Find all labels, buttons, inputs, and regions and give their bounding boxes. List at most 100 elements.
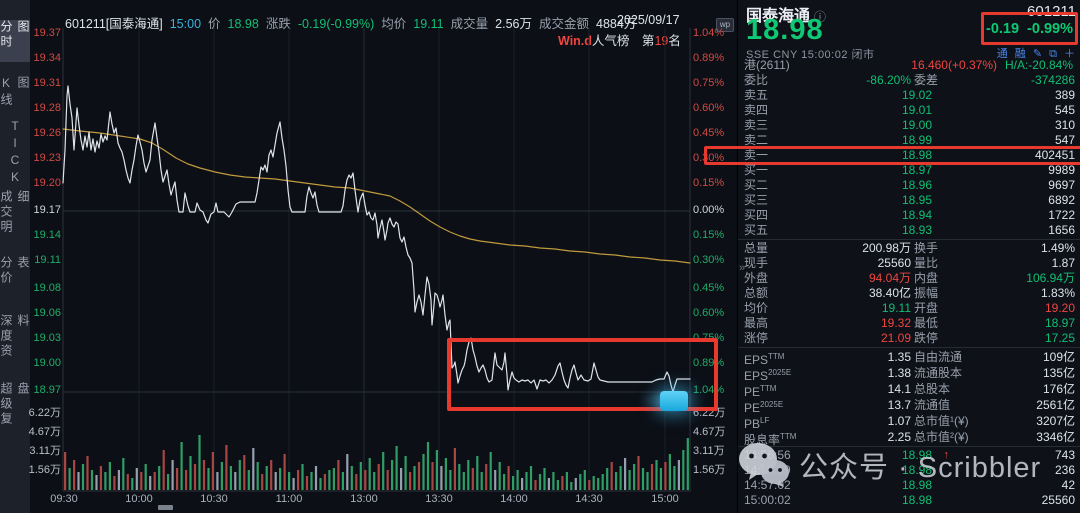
fund-label2: 总市值¹(¥) — [914, 414, 969, 428]
hk-price: 16.460(+0.37%) — [911, 58, 997, 72]
intraday-chart-area[interactable]: 601211[国泰海通] 15:00 价 18.98 涨跌 -0.19(-0.99%) 均价… — [30, 0, 737, 513]
stat-value: 25560 — [877, 256, 911, 270]
stat-value: 94.04万 — [868, 271, 911, 285]
fund-value2: 2561亿 — [1036, 398, 1075, 412]
order-price: 18.96 — [901, 178, 932, 192]
order-price: 18.97 — [901, 163, 932, 177]
order-price: 18.95 — [901, 193, 932, 207]
stat-value2: 1.87 — [1051, 256, 1075, 270]
stock-badges[interactable]: 通 融 ✎ ⧉ ＋ — [996, 48, 1077, 60]
sell-row-1[interactable]: 卖一 18.98 402451 — [704, 146, 1080, 165]
hk-label: 港(2611) — [744, 58, 790, 72]
header-seg-2: 价 — [208, 17, 221, 31]
weibi-label: 委比 — [744, 73, 769, 87]
fund-value: 1.07 — [887, 414, 911, 428]
sidebar-item-1[interactable]: K线图 — [0, 76, 30, 108]
tick-time: 15:00:02 — [744, 493, 791, 507]
tick-price: 18.98 — [901, 493, 932, 507]
sidebar-item-0[interactable]: 分时图 — [0, 20, 30, 62]
fund-label2: 总市值²(¥) — [914, 430, 969, 444]
order-level-label: 卖五 — [744, 88, 769, 102]
buy-row-5[interactable]: 买五 18.93 1656 — [738, 223, 1080, 238]
rank-seg-3: 19 — [654, 34, 669, 48]
header-seg-4: 涨跌 — [265, 17, 291, 31]
last-price: 18.98 — [746, 14, 824, 46]
stat-label: 总额 — [744, 286, 769, 300]
order-volume: 402451 — [1034, 148, 1075, 162]
sell-row-4[interactable]: 卖四 19.01 545 — [738, 103, 1080, 118]
fund-row-2: PETTM 14.1 总股本 176亿 — [738, 381, 1080, 399]
sidebar-item-4[interactable]: 分价表 — [0, 256, 30, 286]
header-seg-1: 15:00 — [169, 17, 202, 31]
stat-row-0: 总量 200.98万 换手 1.49% — [738, 241, 1080, 256]
fund-value2: 176亿 — [1042, 382, 1075, 396]
stat-value2: 18.97 — [1044, 316, 1075, 330]
header-seg-8: 成交量 — [450, 17, 489, 31]
sidebar-item-3[interactable]: 成交明细 — [0, 190, 30, 235]
stat-value2: 106.94万 — [1026, 271, 1075, 285]
tick-row-3: 15:00:02 18.98 25560 — [738, 493, 1080, 508]
order-volume: 9697 — [1048, 178, 1075, 192]
sell-row-2[interactable]: 卖二 18.99 547 — [738, 133, 1080, 148]
fund-label2: 自由流通 — [914, 350, 963, 364]
sell-row-3[interactable]: 卖三 19.00 310 — [738, 118, 1080, 133]
order-level-label: 买三 — [744, 193, 769, 207]
rank-seg-4: 名 — [668, 34, 681, 48]
fund-value2: 3346亿 — [1036, 430, 1075, 444]
order-price: 19.00 — [901, 118, 932, 132]
fund-label: PETTM — [744, 384, 777, 399]
stat-row-6: 涨停 21.09 跌停 17.25 — [738, 331, 1080, 346]
sidebar-item-6[interactable]: 超级复盘 — [0, 382, 30, 427]
buy-row-1[interactable]: 买一 18.97 9989 — [738, 163, 1080, 178]
quote-panel: 国泰海通 ⓘ 601211 18.98 -0.19 -0.99% SSE CNY … — [704, 0, 1080, 513]
header-seg-6: 均价 — [381, 17, 407, 31]
wind-wp-badge[interactable]: wp — [716, 18, 734, 32]
fund-label: PBLF — [744, 416, 770, 431]
price-change: -0.19 — [985, 20, 1020, 37]
buy-row-3[interactable]: 买三 18.95 6892 — [738, 193, 1080, 208]
order-volume: 547 — [1054, 133, 1075, 147]
fund-value: 14.1 — [887, 382, 911, 396]
tick-time: 14:56:59 — [744, 463, 791, 477]
sidebar-item-5[interactable]: 深度资料 — [0, 314, 30, 359]
order-volume: 389 — [1054, 88, 1075, 102]
fund-label: EPS2025E — [744, 368, 792, 383]
hk-premium: H/A:-20.84% — [1004, 58, 1073, 72]
hk-row: 港(2611) 16.460(+0.37%) H/A:-20.84% — [738, 58, 1080, 73]
order-level-label: 卖二 — [744, 133, 769, 147]
stat-label2: 跌停 — [914, 331, 939, 345]
fund-row-3: PE2025E 13.7 流通值 2561亿 — [738, 397, 1080, 415]
header-seg-7: 19.11 — [413, 17, 444, 31]
header-seg-9: 2.56万 — [495, 17, 532, 31]
tick-volume: 743 — [1054, 448, 1075, 462]
header-seg-10: 成交金额 — [539, 17, 590, 31]
order-price: 18.94 — [901, 208, 932, 222]
tick-volume: 25560 — [1041, 493, 1075, 507]
sidebar-item-2[interactable]: TICK — [8, 119, 22, 187]
buy-row-4[interactable]: 买四 18.94 1722 — [738, 208, 1080, 223]
horizontal-scrollbar-nub[interactable] — [158, 505, 173, 510]
tick-row-0: 14:56:56 18.98 ↑ 743 — [738, 448, 1080, 463]
fund-value: 1.38 — [887, 366, 911, 380]
quote-rows: 港(2611) 16.460(+0.37%) H/A:-20.84% 委比 -86.20… — [704, 58, 1080, 508]
exchange-status: SSE CNY 15:00:02 闭市 — [746, 49, 875, 61]
tick-volume: 42 — [1061, 478, 1075, 492]
fund-row-4: PBLF 1.07 总市值¹(¥) 3207亿 — [738, 413, 1080, 431]
stat-label2: 换手 — [914, 241, 939, 255]
stat-value: 19.32 — [880, 316, 911, 330]
stat-label: 最高 — [744, 316, 769, 330]
stat-label2: 最低 — [914, 316, 939, 330]
tick-time: 14:57:02 — [744, 478, 791, 492]
tick-price: 18.98 — [901, 463, 932, 477]
stat-value: 38.40亿 — [868, 286, 911, 300]
fund-label: 股息率TTM — [744, 432, 797, 447]
fund-label2: 总股本 — [914, 382, 951, 396]
stat-row-1: 现手 25560 量比 1.87 — [738, 256, 1080, 271]
buy-row-2[interactable]: 买二 18.96 9697 — [738, 178, 1080, 193]
panel-expander-arrow[interactable]: » — [739, 262, 746, 274]
sell-row-5[interactable]: 卖五 19.02 389 — [738, 88, 1080, 103]
info-icon[interactable]: ⓘ — [814, 10, 827, 24]
stat-row-5: 最高 19.32 最低 18.97 — [738, 316, 1080, 331]
stat-value2: 19.20 — [1044, 301, 1075, 315]
